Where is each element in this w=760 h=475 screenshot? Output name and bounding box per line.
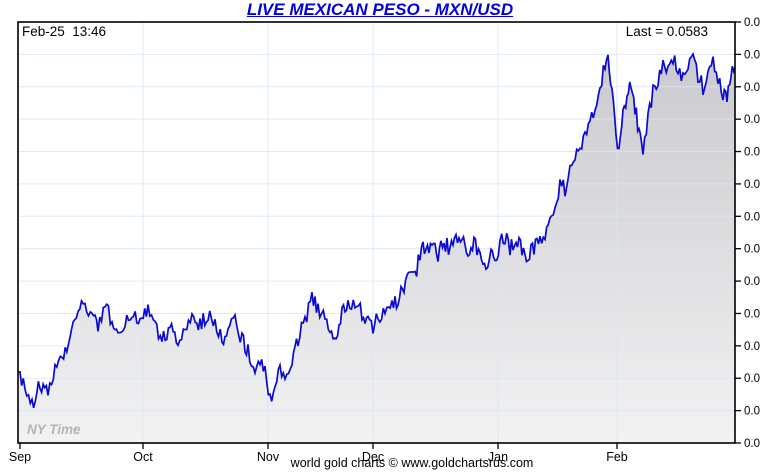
x-axis-month-label: Oct [133, 450, 153, 464]
y-axis-tick-label: 0.0580 [744, 82, 760, 94]
copyright-caption: world gold charts © www.goldchartsrus.co… [290, 456, 534, 470]
x-axis-month-label: Feb [606, 450, 628, 464]
x-axis-month-label: Dec [362, 450, 384, 464]
y-axis-tick-label: 0.0560 [744, 211, 760, 223]
y-axis-tick-label: 0.0540 [744, 341, 760, 353]
y-axis-tick-label: 0.0585 [744, 49, 760, 61]
ny-time-watermark: NY Time [27, 422, 81, 437]
x-axis-month-label: Sep [9, 450, 31, 464]
y-axis-tick-label: 0.0525 [744, 438, 760, 450]
y-axis-tick-label: 0.0565 [744, 179, 760, 191]
y-axis-tick-label: 0.0555 [744, 244, 760, 256]
y-axis-tick-label: 0.0550 [744, 276, 760, 288]
datetime-label: Feb-25 13:46 [22, 24, 107, 39]
last-price-label: Last = 0.0583 [625, 24, 708, 39]
y-axis-tick-label: 0.0590 [744, 17, 760, 29]
y-axis-tick-label: 0.0530 [744, 406, 760, 418]
y-axis-tick-label: 0.0545 [744, 308, 760, 320]
x-axis-month-label: Jan [488, 450, 508, 464]
y-axis-tick-label: 0.0535 [744, 373, 760, 385]
y-axis-tick-label: 0.0570 [744, 147, 760, 159]
page-title: LIVE MEXICAN PESO - MXN/USD [246, 0, 514, 19]
y-axis-tick-label: 0.0575 [744, 114, 760, 126]
x-axis-month-label: Nov [257, 450, 280, 464]
